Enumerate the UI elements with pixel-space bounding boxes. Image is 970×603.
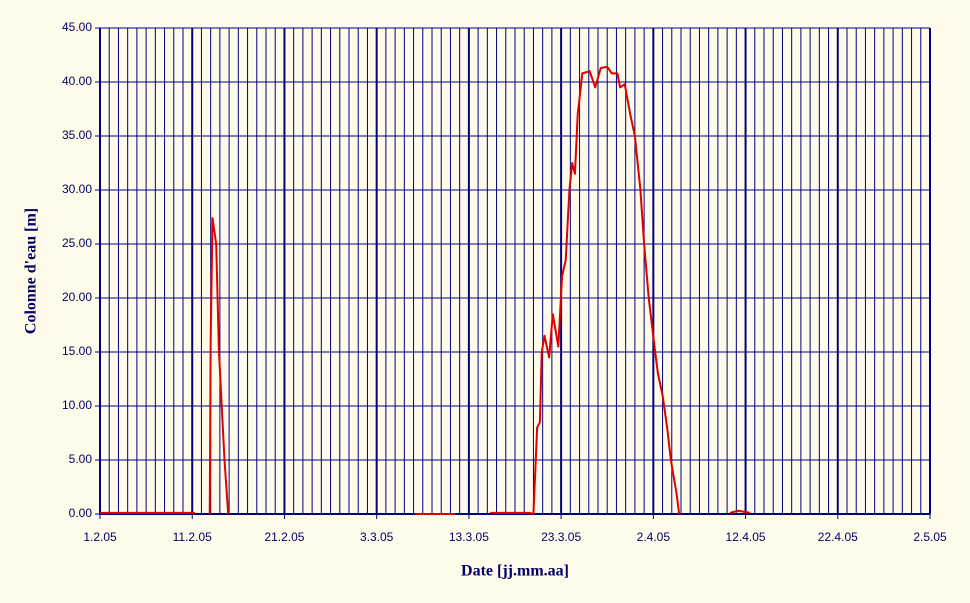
y-tick-label: 0.00 [69,506,93,520]
y-tick-label: 35.00 [62,128,92,142]
x-tick-label: 23.3.05 [541,530,581,544]
x-tick-label: 21.2.05 [264,530,304,544]
y-tick-label: 15.00 [62,344,92,358]
y-tick-label: 30.00 [62,182,92,196]
x-tick-label: 12.4.05 [726,530,766,544]
y-tick-label: 40.00 [62,74,92,88]
x-tick-label: 2.5.05 [913,530,947,544]
x-axis-title: Date [jj.mm.aa] [461,563,569,580]
y-axis-title: Colonne d'eau [m] [23,208,40,334]
x-tick-label: 3.3.05 [360,530,394,544]
y-tick-label: 25.00 [62,236,92,250]
x-tick-label: 1.2.05 [83,530,117,544]
x-tick-label: 22.4.05 [818,530,858,544]
y-tick-label: 45.00 [62,20,92,34]
x-tick-label: 13.3.05 [449,530,489,544]
data-line [100,65,751,515]
x-tick-label: 2.4.05 [637,530,671,544]
y-tick-label: 5.00 [69,452,93,466]
y-tick-label: 10.00 [62,398,92,412]
x-tick-label: 11.2.05 [173,530,212,544]
y-tick-label: 20.00 [62,290,92,304]
